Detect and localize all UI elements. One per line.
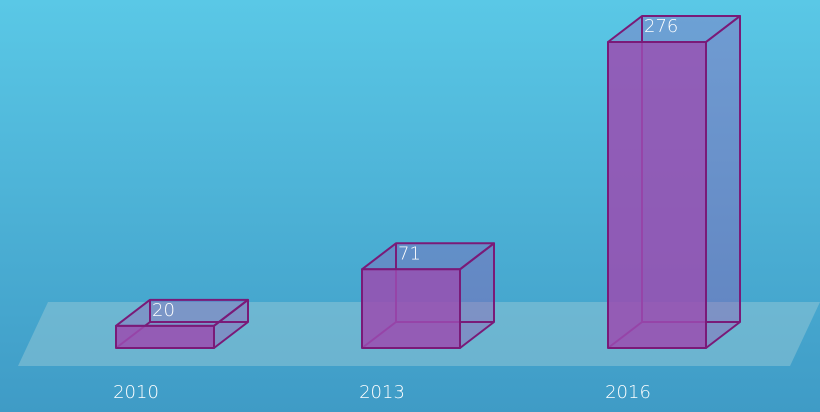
x-tick-label: 2010 [113, 382, 159, 403]
x-tick-label: 2016 [605, 382, 651, 403]
x-tick-label: 2013 [359, 382, 405, 403]
bar [607, 41, 707, 349]
data-label: 71 [398, 243, 421, 264]
bar-side [705, 15, 741, 349]
data-label: 20 [152, 300, 175, 321]
bars-layer: 20 2010 71 2013 276 2016 [113, 15, 741, 403]
bar [115, 324, 215, 349]
bar [361, 268, 461, 350]
data-label: 276 [644, 16, 678, 37]
